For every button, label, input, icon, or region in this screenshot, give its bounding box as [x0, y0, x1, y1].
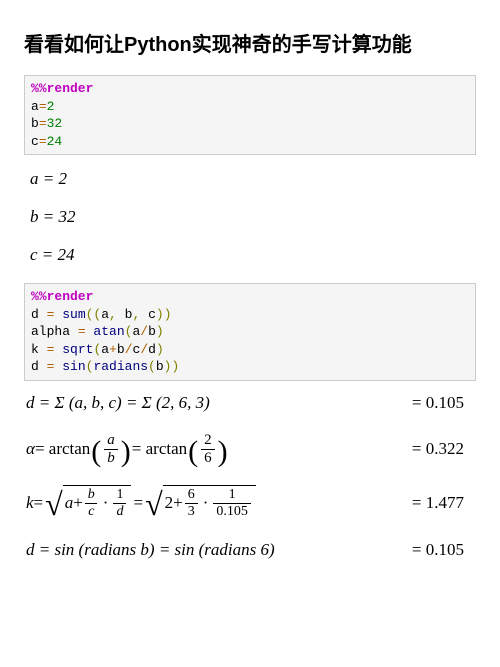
code-line: d = sum((a, b, c))	[31, 306, 469, 324]
code-line: d = sin(radians(b))	[31, 358, 469, 376]
code-op: =	[39, 134, 47, 149]
fraction: 2 6	[201, 433, 215, 466]
sqrt: √ a + bc · 1d	[45, 486, 131, 520]
code-op: =	[39, 116, 47, 131]
code-var: a	[31, 99, 39, 114]
math-expr: d = Σ (a, b, c) = Σ (2, 6, 3)	[26, 393, 210, 413]
fn-arctan: = arctan	[132, 439, 187, 459]
code-line: k = sqrt(a+b/c/d)	[31, 341, 469, 359]
math-b: b = 32	[30, 207, 472, 227]
math-row-sin: d = sin (radians b) = sin (radians 6) = …	[26, 540, 468, 560]
math-row-sqrt: k = √ a + bc · 1d = √ 2 + 63 · 10.105 =	[26, 486, 468, 520]
code-op: =	[39, 99, 47, 114]
sqrt: √ 2 + 63 · 10.105	[145, 486, 256, 520]
var-alpha: α	[26, 439, 35, 459]
math-row-sum: d = Σ (a, b, c) = Σ (2, 6, 3) = 0.105	[26, 393, 468, 413]
page-title: 看看如何让Python实现神奇的手写计算功能	[24, 28, 476, 57]
code-line: alpha = atan(a/b)	[31, 323, 469, 341]
code-num: 2	[47, 99, 55, 114]
code-block-2: %%render d = sum((a, b, c)) alpha = atan…	[24, 283, 476, 381]
math-result: = 0.105	[412, 393, 468, 413]
eq: =	[133, 493, 143, 513]
code-num: 32	[47, 116, 63, 131]
math-expr: d = sin (radians b) = sin (radians 6)	[26, 540, 275, 560]
eq: =	[34, 493, 44, 513]
fraction: a b	[104, 433, 118, 466]
math-a: a = 2	[30, 169, 472, 189]
code-magic: %%render	[31, 289, 93, 304]
code-magic: %%render	[31, 81, 93, 96]
math-result: = 1.477	[412, 493, 468, 513]
code-num: 24	[47, 134, 63, 149]
fn-arctan: = arctan	[35, 439, 90, 459]
var-k: k	[26, 493, 34, 513]
math-c: c = 24	[30, 245, 472, 265]
code-var: c	[31, 134, 39, 149]
math-row-arctan: α = arctan ( a b ) = arctan ( 2 6 ) = 0.…	[26, 433, 468, 466]
code-var: b	[31, 116, 39, 131]
math-result: = 0.105	[412, 540, 468, 560]
code-block-1: %%render a=2 b=32 c=24	[24, 75, 476, 155]
math-result: = 0.322	[412, 439, 468, 459]
